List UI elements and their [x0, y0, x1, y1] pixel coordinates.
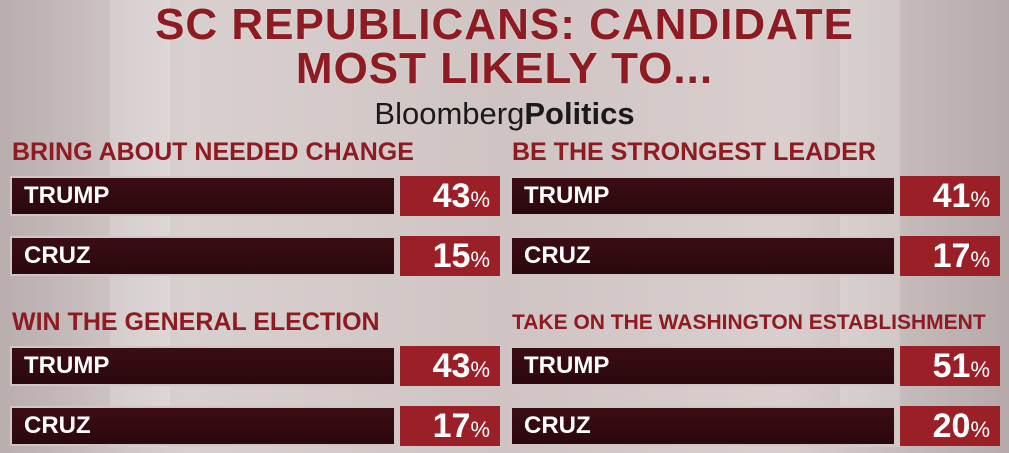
row-cruz: CRUZ 17% [510, 236, 1000, 276]
candidate-name: TRUMP [10, 176, 396, 216]
chart-title-line-2: MOST LIKELY TO... [295, 44, 714, 93]
candidate-name: CRUZ [10, 236, 396, 276]
percent-box: 41% [900, 176, 1000, 216]
panel-washington-establishment: TAKE ON THE WASHINGTON ESTABLISHMENT TRU… [510, 308, 1000, 448]
row-trump: TRUMP 43% [10, 346, 500, 386]
brand-part-1: Bloomberg [374, 96, 525, 131]
candidate-name: CRUZ [510, 406, 896, 446]
chart-title-line-1: SC REPUBLICANS: CANDIDATE [155, 0, 854, 49]
row-cruz: CRUZ 20% [510, 406, 1000, 446]
candidate-name: TRUMP [510, 176, 896, 216]
candidate-name: CRUZ [10, 406, 396, 446]
row-trump: TRUMP 41% [510, 176, 1000, 216]
panel-heading: WIN THE GENERAL ELECTION [12, 308, 380, 336]
data-label: 43 [432, 347, 471, 385]
percent-box: 20% [900, 406, 1000, 446]
percent-box: 17% [400, 406, 500, 446]
data-label: 41 [932, 177, 971, 215]
data-label: 15 [432, 237, 471, 275]
percent-sign: % [470, 357, 490, 382]
percent-sign: % [970, 417, 990, 442]
percent-box: 43% [400, 346, 500, 386]
percent-box: 15% [400, 236, 500, 276]
candidate-name: CRUZ [510, 236, 896, 276]
percent-sign: % [470, 247, 490, 272]
percent-sign: % [970, 187, 990, 212]
panel-needed-change: BRING ABOUT NEEDED CHANGE TRUMP 43% CRUZ… [10, 138, 500, 278]
data-label: 51 [932, 347, 971, 385]
data-label: 43 [432, 177, 471, 215]
row-trump: TRUMP 43% [10, 176, 500, 216]
candidate-name: TRUMP [10, 346, 396, 386]
data-label: 17 [432, 407, 471, 445]
percent-box: 17% [900, 236, 1000, 276]
panel-heading: BE THE STRONGEST LEADER [512, 138, 876, 166]
percent-box: 51% [900, 346, 1000, 386]
data-label: 17 [932, 237, 971, 275]
percent-sign: % [470, 187, 490, 212]
percent-sign: % [970, 357, 990, 382]
panel-strongest-leader: BE THE STRONGEST LEADER TRUMP 41% CRUZ 1… [510, 138, 1000, 278]
row-trump: TRUMP 51% [510, 346, 1000, 386]
data-label: 20 [932, 407, 971, 445]
percent-box: 43% [400, 176, 500, 216]
brand-part-2: Politics [524, 96, 635, 131]
row-cruz: CRUZ 15% [10, 236, 500, 276]
candidate-name: TRUMP [510, 346, 896, 386]
percent-sign: % [470, 417, 490, 442]
panel-general-election: WIN THE GENERAL ELECTION TRUMP 43% CRUZ … [10, 308, 500, 448]
row-cruz: CRUZ 17% [10, 406, 500, 446]
panel-heading: TAKE ON THE WASHINGTON ESTABLISHMENT [512, 311, 986, 334]
panel-heading: BRING ABOUT NEEDED CHANGE [12, 138, 414, 166]
brand-logo: BloombergPolitics [0, 96, 1009, 132]
percent-sign: % [970, 247, 990, 272]
